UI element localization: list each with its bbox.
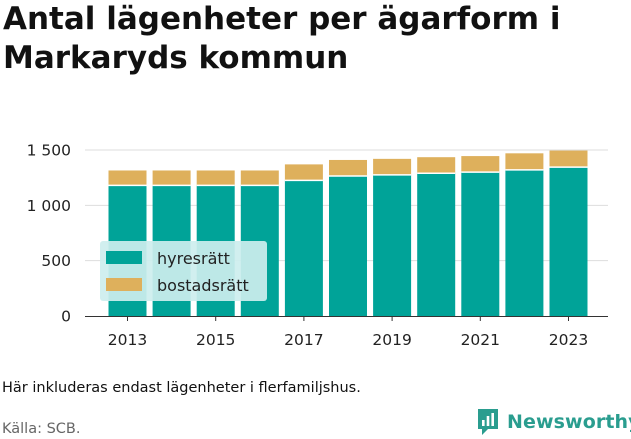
y-axis-ticks: 0 500 1 000 1 500 <box>27 142 71 326</box>
legend-swatch-hyresratt <box>106 251 142 264</box>
bar-hyresratt-2021 <box>461 172 500 316</box>
x-axis-ticks: 2013 2015 2017 2019 2021 2023 <box>108 316 588 349</box>
bar-hyresratt-2020 <box>417 173 456 316</box>
brand-name: Newsworthy <box>507 411 631 433</box>
bar-hyresratt-2023 <box>549 167 588 316</box>
bar-hyresratt-2022 <box>505 169 544 316</box>
x-tick-label: 2015 <box>196 331 235 349</box>
y-tick-label: 0 <box>61 308 71 326</box>
x-tick-label: 2023 <box>549 331 588 349</box>
y-tick-label: 500 <box>41 252 71 270</box>
bar-bostadsratt-2021 <box>461 156 500 173</box>
y-tick-label: 1 000 <box>27 197 71 215</box>
legend: hyresrätt bostadsrätt <box>100 241 267 301</box>
x-tick-label: 2013 <box>108 331 147 349</box>
brand-logo[interactable]: Newsworthy <box>476 407 631 437</box>
bar-bostadsratt-2015 <box>196 170 235 186</box>
bar-hyresratt-2018 <box>329 176 367 316</box>
bar-bostadsratt-2018 <box>329 159 367 177</box>
legend-label-hyresratt: hyresrätt <box>157 249 230 268</box>
footnote: Här inkluderas endast lägenheter i flerf… <box>2 380 361 396</box>
bar-bostadsratt-2013 <box>108 170 147 186</box>
bar-bostadsratt-2017 <box>284 164 323 181</box>
bar-bostadsratt-2023 <box>549 150 588 168</box>
bar-hyresratt-2019 <box>373 174 412 316</box>
chart-title: Antal lägenheter per ägarform i Markaryd… <box>3 1 561 76</box>
x-tick-label: 2019 <box>372 331 411 349</box>
legend-label-bostadsratt: bostadsrätt <box>157 276 249 295</box>
bar-bostadsratt-2019 <box>373 158 412 175</box>
newsworthy-logo-icon <box>478 409 498 435</box>
legend-swatch-bostadsratt <box>106 278 142 291</box>
x-tick-label: 2017 <box>284 331 323 349</box>
bar-hyresratt-2017 <box>284 180 323 316</box>
y-tick-label: 1 500 <box>27 142 71 160</box>
x-tick-label: 2021 <box>461 331 500 349</box>
bar-bostadsratt-2014 <box>152 170 191 186</box>
bar-bostadsratt-2022 <box>505 153 544 170</box>
bar-bostadsratt-2016 <box>240 170 279 186</box>
bar-bostadsratt-2020 <box>417 157 456 174</box>
source-credit: Källa: SCB. <box>2 421 81 437</box>
